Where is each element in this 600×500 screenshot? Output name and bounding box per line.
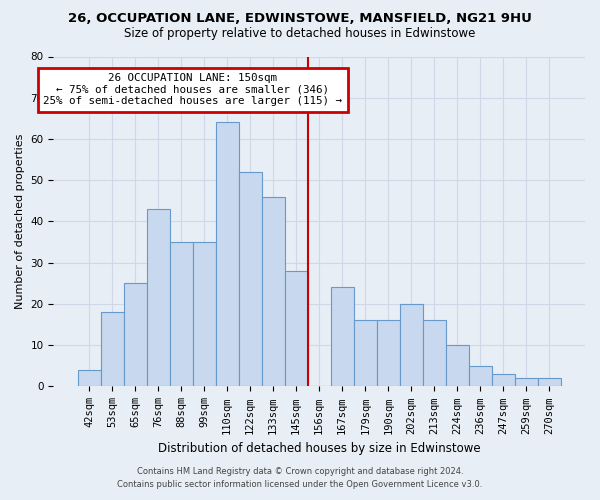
Bar — [331, 288, 354, 386]
Bar — [101, 312, 124, 386]
Bar — [124, 284, 146, 387]
Bar — [215, 122, 239, 386]
Bar — [492, 374, 515, 386]
Bar — [262, 196, 284, 386]
Bar — [538, 378, 561, 386]
Bar — [354, 320, 377, 386]
Bar — [170, 242, 193, 386]
Bar — [515, 378, 538, 386]
Y-axis label: Number of detached properties: Number of detached properties — [15, 134, 25, 309]
Bar — [446, 345, 469, 387]
Bar — [423, 320, 446, 386]
Text: 26, OCCUPATION LANE, EDWINSTOWE, MANSFIELD, NG21 9HU: 26, OCCUPATION LANE, EDWINSTOWE, MANSFIE… — [68, 12, 532, 26]
Bar — [284, 271, 308, 386]
Bar — [77, 370, 101, 386]
Bar — [239, 172, 262, 386]
Bar — [469, 366, 492, 386]
Bar — [193, 242, 215, 386]
Text: 26 OCCUPATION LANE: 150sqm
← 75% of detached houses are smaller (346)
25% of sem: 26 OCCUPATION LANE: 150sqm ← 75% of deta… — [43, 73, 342, 106]
Text: Size of property relative to detached houses in Edwinstowe: Size of property relative to detached ho… — [124, 28, 476, 40]
X-axis label: Distribution of detached houses by size in Edwinstowe: Distribution of detached houses by size … — [158, 442, 481, 455]
Bar — [146, 209, 170, 386]
Bar — [400, 304, 423, 386]
Text: Contains HM Land Registry data © Crown copyright and database right 2024.
Contai: Contains HM Land Registry data © Crown c… — [118, 468, 482, 489]
Bar — [377, 320, 400, 386]
